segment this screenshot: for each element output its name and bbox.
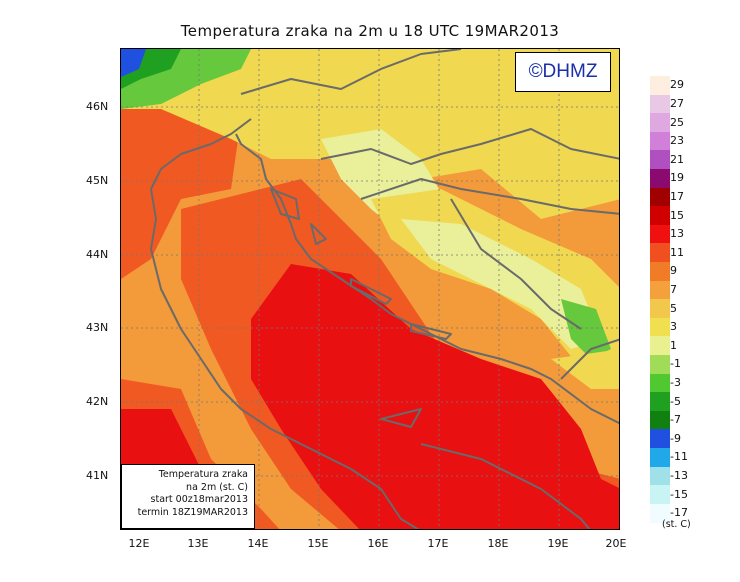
x-tick-13e: 13E (187, 537, 209, 550)
gargano (380, 408, 422, 428)
field-yellow-se (551, 349, 619, 389)
legend-swatch (650, 448, 670, 468)
legend-swatch (650, 113, 670, 133)
northern-border (320, 128, 619, 165)
legend-level-label: -17 (670, 506, 688, 520)
alps-border (240, 49, 462, 95)
legend-swatch (650, 429, 670, 449)
x-tick-20e: 20E (605, 537, 627, 550)
legend-swatch (650, 243, 670, 263)
legend-level-label: 1 (670, 338, 677, 352)
x-tick-15e: 15E (307, 537, 329, 550)
legend-level-label: 13 (670, 227, 684, 241)
legend-swatch (650, 373, 670, 393)
y-tick-45n: 45N (86, 174, 109, 187)
legend-swatch (650, 224, 670, 244)
italy-coast (150, 118, 420, 529)
legend-level-label: -15 (670, 487, 688, 501)
island-brac (410, 323, 452, 340)
y-tick-46n: 46N (86, 100, 109, 113)
legend-swatch (650, 355, 670, 375)
info-line-level: na 2m (st. C) (186, 481, 248, 493)
legend-swatch (650, 94, 670, 114)
legend-level-label: 21 (670, 152, 684, 166)
legend-level-label: 23 (670, 134, 684, 148)
dhmz-logo: ©DHMZ (515, 52, 611, 92)
graticule (121, 49, 619, 529)
field-blue-nw (121, 49, 146, 77)
legend-level-label: 15 (670, 208, 684, 222)
temperature-field (121, 49, 619, 529)
legend-swatch (650, 169, 670, 189)
x-tick-14e: 14E (247, 537, 269, 550)
legend-unit: (st. C) (662, 519, 691, 530)
sava-border (360, 178, 619, 215)
legend-level-label: 25 (670, 115, 684, 129)
legend-level-label: -9 (670, 431, 681, 445)
map-title: Temperatura zraka na 2m u 18 UTC 19MAR20… (180, 22, 560, 40)
legend-swatch (650, 392, 670, 412)
legend-level-label: 27 (670, 96, 684, 110)
info-box: Temperatura zraka na 2m (st. C) start 00… (121, 464, 255, 529)
info-line-variable: Temperatura zraka (158, 469, 248, 480)
legend-level-label: -3 (670, 375, 681, 389)
field-pale-interior (401, 219, 601, 349)
temperature-map (120, 48, 620, 530)
legend-level-label: 17 (670, 189, 684, 203)
legend-swatch (650, 336, 670, 356)
legend-level-label: -7 (670, 413, 681, 427)
legend-swatch (650, 280, 670, 300)
info-line-start: start 00z18mar2013 (150, 494, 248, 505)
legend-level-label: 29 (670, 78, 684, 92)
legend-swatch (650, 299, 670, 319)
info-line-valid: termin 18Z19MAR2013 (137, 506, 248, 518)
y-tick-44n: 44N (86, 248, 109, 261)
croatia-coast (235, 133, 619, 425)
legend-swatch (650, 466, 670, 486)
y-tick-41n: 41N (86, 469, 109, 482)
bosnia-border (450, 198, 582, 330)
legend-swatch (650, 317, 670, 337)
legend-swatch (650, 206, 670, 226)
legend-level-label: 9 (670, 264, 677, 278)
legend-level-label: 19 (670, 171, 684, 185)
legend-swatch (650, 131, 670, 151)
istria-outline (270, 188, 300, 220)
legend-swatch (650, 76, 670, 96)
legend-swatch (650, 503, 670, 523)
coastlines (150, 49, 619, 529)
legend-level-label: -1 (670, 357, 681, 371)
x-tick-17e: 17E (427, 537, 449, 550)
island-dugi (350, 278, 392, 305)
x-tick-19e: 19E (547, 537, 569, 550)
x-tick-18e: 18E (487, 537, 509, 550)
field-green-east (561, 299, 611, 359)
x-tick-12e: 12E (128, 537, 150, 550)
legend-swatch (650, 262, 670, 282)
y-tick-43n: 43N (86, 321, 109, 334)
legend-swatch (650, 485, 670, 505)
field-hot-adriatic (251, 264, 619, 529)
legend-level-label: 7 (670, 282, 677, 296)
legend-level-label: 5 (670, 301, 677, 315)
legend-level-label: 3 (670, 320, 677, 334)
montenegro-border (560, 338, 619, 380)
y-tick-42n: 42N (86, 395, 109, 408)
island-krk (310, 223, 327, 245)
legend-swatch (650, 187, 670, 207)
puglia-coast (420, 443, 591, 529)
x-tick-16e: 16E (367, 537, 389, 550)
legend-level-label: -11 (670, 450, 688, 464)
legend-level-label: -5 (670, 394, 681, 408)
legend-swatch (650, 410, 670, 430)
legend-level-label: 11 (670, 245, 684, 259)
legend-level-label: -13 (670, 468, 688, 482)
legend-swatch (650, 150, 670, 170)
